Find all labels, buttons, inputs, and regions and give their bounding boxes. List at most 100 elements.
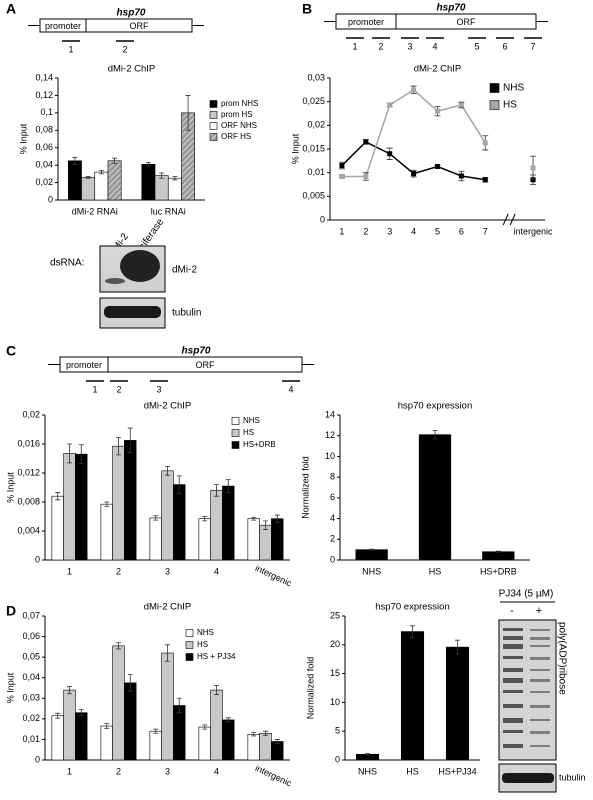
bar bbox=[67, 160, 82, 201]
error-bar bbox=[55, 492, 61, 501]
promoter-label: promoter bbox=[348, 17, 384, 27]
y-tick-label: 2 bbox=[330, 534, 335, 544]
legend-swatch bbox=[489, 83, 500, 93]
error-bar bbox=[127, 427, 133, 454]
legend-label: HS+DRB bbox=[243, 440, 276, 449]
chart-title: hsp70 expression bbox=[398, 401, 472, 412]
error-bar bbox=[112, 157, 118, 164]
y-axis-label: % Input bbox=[290, 133, 300, 164]
x-tick-label: 1 bbox=[67, 766, 72, 776]
point bbox=[387, 102, 393, 108]
legend-label: prom HS bbox=[221, 110, 253, 119]
y-axis-label: Normalized fold bbox=[305, 657, 315, 720]
error-bar bbox=[176, 697, 182, 714]
blot-header: PJ34 (5 µM) bbox=[499, 589, 554, 600]
error-bar bbox=[410, 625, 415, 638]
y-tick-label: 25 bbox=[330, 610, 340, 620]
error-bar bbox=[251, 516, 257, 521]
x-tick-label: 7 bbox=[483, 226, 488, 236]
legend-swatch bbox=[185, 641, 194, 649]
band bbox=[503, 744, 523, 748]
amplicon-label: 1 bbox=[92, 384, 97, 394]
bar bbox=[210, 689, 223, 761]
error-bar bbox=[55, 712, 61, 719]
band-label: tubulin bbox=[172, 308, 201, 319]
error-bar bbox=[116, 642, 121, 650]
legend-swatch bbox=[209, 111, 218, 119]
x-tick-label: 2 bbox=[116, 766, 121, 776]
axis-break bbox=[502, 213, 516, 226]
error-bar bbox=[202, 724, 208, 730]
chart-title: dMi-2 ChIP bbox=[144, 602, 192, 613]
error-bar bbox=[365, 753, 370, 756]
bar bbox=[173, 484, 186, 561]
band bbox=[503, 628, 523, 631]
bar bbox=[259, 732, 272, 761]
bar bbox=[161, 470, 174, 561]
x-tick-label: 3 bbox=[165, 766, 170, 776]
band-label: tubulin bbox=[559, 772, 586, 782]
error-bar bbox=[104, 723, 110, 729]
point bbox=[339, 163, 345, 169]
x-tick-label: 1 bbox=[67, 566, 72, 576]
error-bar bbox=[153, 515, 159, 521]
amplicon-label: 4 bbox=[288, 384, 293, 394]
panel-label: B bbox=[302, 1, 312, 17]
band bbox=[503, 644, 523, 649]
band bbox=[530, 637, 550, 640]
bar bbox=[247, 518, 260, 561]
bar bbox=[107, 160, 122, 201]
bar bbox=[149, 730, 162, 761]
amplicon-label: 6 bbox=[502, 41, 507, 51]
error-bar bbox=[172, 176, 178, 181]
error-bar bbox=[159, 172, 165, 179]
y-tick-label: 0,012 bbox=[17, 467, 40, 477]
orf-label: ORF bbox=[457, 17, 477, 27]
error-bar bbox=[432, 430, 438, 440]
band bbox=[503, 636, 523, 640]
band-label: dMi-2 bbox=[172, 265, 197, 276]
legend-label: HS + PJ34 bbox=[197, 652, 236, 661]
y-tick-label: 0,015 bbox=[302, 143, 325, 153]
error-bar bbox=[185, 95, 191, 131]
x-tick-label: luc RNAi bbox=[151, 206, 186, 216]
point bbox=[530, 165, 536, 171]
y-tick-label: 12 bbox=[325, 430, 335, 440]
band bbox=[530, 691, 550, 693]
y-tick-label: 0,008 bbox=[17, 496, 40, 506]
legend-label: NHS bbox=[243, 416, 260, 425]
legend-label: ORF NHS bbox=[221, 121, 257, 130]
error-bar bbox=[67, 685, 72, 695]
legend-label: HS bbox=[503, 100, 517, 111]
error-bar bbox=[78, 444, 84, 464]
chart-title: dMi-2 ChIP bbox=[108, 64, 156, 75]
bar bbox=[51, 715, 64, 761]
point bbox=[435, 164, 440, 170]
amplicon-label: 1 bbox=[352, 41, 357, 51]
amplicon-label: 4 bbox=[432, 41, 437, 51]
legend-label: prom NHS bbox=[221, 99, 258, 108]
bar bbox=[100, 725, 113, 761]
band bbox=[530, 745, 550, 747]
orf-label: ORF bbox=[130, 21, 150, 31]
y-axis-label: % Input bbox=[18, 123, 28, 154]
chart-title: dMi-2 ChIP bbox=[414, 64, 462, 75]
legend-swatch bbox=[209, 100, 218, 108]
y-tick-label: 0,04 bbox=[35, 160, 53, 170]
y-tick-label: 10 bbox=[325, 451, 335, 461]
band bbox=[530, 629, 550, 631]
bar bbox=[100, 503, 113, 561]
legend-swatch bbox=[209, 133, 218, 141]
y-axis-label: % Input bbox=[5, 472, 15, 503]
chart-title: dMi-2 ChIP bbox=[144, 401, 192, 412]
orf-box bbox=[107, 356, 303, 373]
error-bar bbox=[225, 717, 231, 723]
y-tick-label: 0,12 bbox=[35, 90, 53, 100]
legend-label: NHS bbox=[197, 628, 214, 637]
band bbox=[503, 718, 523, 723]
error-bar bbox=[274, 739, 280, 744]
x-tick-label: 1 bbox=[339, 226, 344, 236]
x-tick-label: 4 bbox=[411, 226, 416, 236]
y-tick-label: 0 bbox=[35, 554, 40, 564]
point bbox=[458, 173, 464, 179]
